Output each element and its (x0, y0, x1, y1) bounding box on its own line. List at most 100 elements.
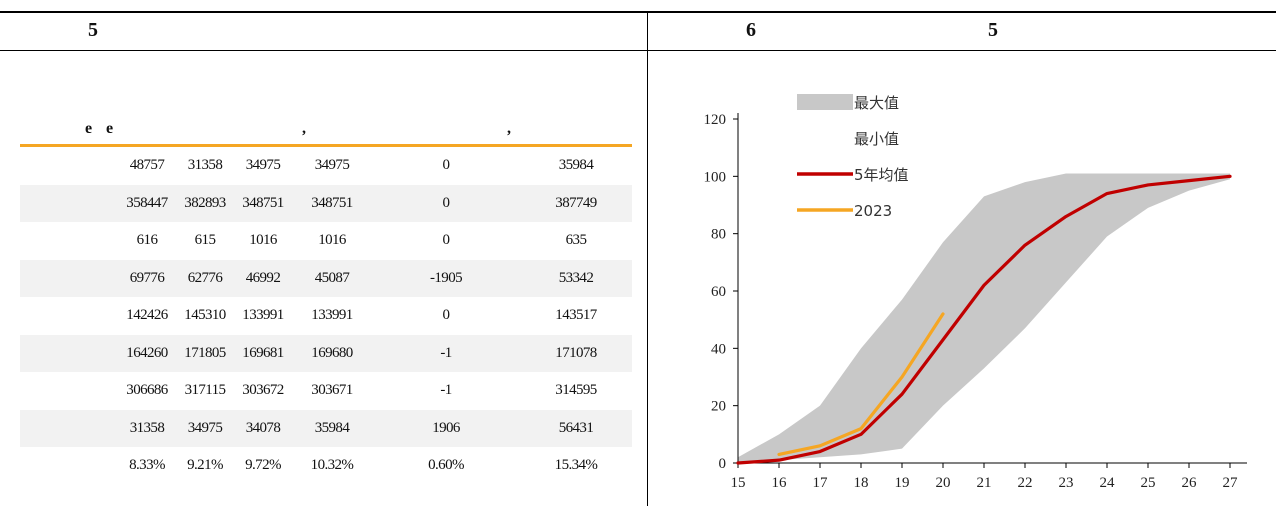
table-cell: 62776 (176, 259, 234, 297)
x-tick-label: 20 (936, 475, 951, 491)
chart: 0 20 40 60 80 100 120 15 16 17 18 19 20 21 22 23 24 25 26 2… (704, 94, 1247, 491)
table-cell: 348751 (234, 184, 292, 222)
table-header-rule (20, 144, 632, 147)
table-header-row: e e , , (20, 110, 632, 147)
table-cell: 169681 (234, 334, 292, 372)
table-cell: 306686 (126, 382, 168, 399)
table-cell: 143517 (555, 307, 597, 324)
x-tick-label: 17 (813, 475, 829, 491)
table-cell: 348751 (292, 184, 372, 222)
data-table: 48757 31358 34975 34975 0 35984 358447 382893 34… (20, 147, 632, 485)
table-cell: 53342 (520, 259, 632, 297)
table-cell: 48757 (129, 157, 165, 174)
table-cell: 9.72% (245, 457, 281, 474)
row-label-cell (20, 297, 118, 335)
y-tick-label: 40 (711, 341, 726, 357)
table-cell: 358447 (118, 184, 176, 222)
x-tick-label: 25 (1141, 475, 1156, 491)
table-cell: 0 (442, 307, 451, 324)
x-tick-label: 23 (1059, 475, 1074, 491)
table-cell: 615 (194, 232, 216, 249)
table-cell: 34975 (176, 409, 234, 447)
legend-swatch-min (797, 130, 853, 146)
table-cell: 382893 (176, 184, 234, 222)
x-tick-label: 19 (895, 475, 910, 491)
table-cell: 171805 (176, 334, 234, 372)
table-cell: 314595 (555, 382, 597, 399)
table-row: 31358 34975 34078 35984 1906 56431 (20, 409, 632, 447)
series-line-2023 (777, 312, 945, 456)
table-row: 69776 62776 46992 45087 -1905 53342 (20, 259, 632, 297)
table-cell: 133991 (242, 307, 284, 324)
table-cell: 171078 (520, 334, 632, 372)
right-panel-figure-number: 6 (746, 19, 756, 41)
row-label-cell (20, 409, 118, 447)
table-header-fragment: e (106, 120, 114, 137)
table-row: 48757 31358 34975 34975 0 35984 (20, 147, 632, 185)
row-label-cell (20, 334, 118, 372)
table-cell: 616 (136, 232, 158, 249)
x-tick-label: 16 (772, 475, 788, 491)
table-cell: 45087 (292, 259, 372, 297)
table-cell: 8.33% (129, 457, 165, 474)
table-cell: 31358 (187, 157, 223, 174)
table-cell: 387749 (520, 184, 632, 222)
x-tick-label: 26 (1182, 475, 1198, 491)
top-rule (0, 11, 1276, 13)
table-cell: 56431 (520, 409, 632, 447)
right-panel-title: 5 (988, 19, 998, 41)
table-cell: -1 (440, 382, 452, 399)
table-cell: 164260 (118, 334, 176, 372)
table-cell: -1905 (372, 259, 520, 297)
x-tick-label: 27 (1223, 475, 1239, 491)
table-header-fragment: , (507, 120, 511, 137)
y-tick-label: 0 (719, 456, 727, 472)
table-cell: 145310 (184, 307, 226, 324)
row-label-cell (20, 222, 118, 260)
table-cell: 34078 (234, 409, 292, 447)
table-cell: 142426 (126, 307, 168, 324)
y-tick-label: 80 (711, 227, 726, 243)
table-cell: 0 (372, 184, 520, 222)
table-cell: 1016 (249, 232, 277, 249)
x-tick-label: 24 (1100, 475, 1116, 491)
x-tick-label: 18 (854, 475, 869, 491)
table-cell: 69776 (118, 259, 176, 297)
legend-label: 最大值 (854, 94, 899, 112)
table-cell: 34975 (245, 157, 281, 174)
table-cell: 35984 (558, 157, 594, 174)
table-cell: 31358 (118, 409, 176, 447)
table-cell: 317115 (184, 382, 226, 399)
table-cell: 35984 (292, 409, 372, 447)
table-cell: -1 (372, 334, 520, 372)
legend-swatch-max (797, 94, 853, 110)
table-cell: 303671 (311, 382, 353, 399)
header-rule (0, 50, 1276, 51)
table-cell: 46992 (234, 259, 292, 297)
legend-label: 最小值 (854, 130, 899, 148)
series-line-5yr-avg (736, 174, 1232, 465)
y-tick-label: 60 (711, 284, 726, 300)
table-cell: 1016 (318, 232, 346, 249)
table-cell: 303672 (242, 382, 284, 399)
table-row: 306686 317115 303672 303671 -1 314595 (20, 372, 632, 410)
table-cell: 0 (442, 232, 451, 249)
table-row: 358447 382893 348751 348751 0 387749 (20, 184, 632, 222)
min-band-area (738, 179, 1230, 463)
table-cell: 169680 (292, 334, 372, 372)
row-label-cell (20, 184, 118, 222)
table-row: 164260 171805 169681 169680 -1 171078 (20, 334, 632, 372)
legend-label: 2023 (854, 202, 892, 220)
table-cell: 0.60% (428, 457, 464, 474)
table-cell: 635 (565, 232, 587, 249)
table-row: 8.33% 9.21% 9.72% 10.32% 0.60% 15.34% (20, 447, 632, 485)
row-label-cell (20, 147, 118, 185)
y-tick-label: 100 (704, 169, 727, 185)
data-table-panel: e e , , 48757 31358 34975 34975 0 35984 358447… (20, 110, 632, 485)
x-tick-label: 15 (731, 475, 746, 491)
legend-label: 5年均值 (854, 166, 909, 184)
row-label-cell (20, 447, 118, 485)
table-cell: 9.21% (187, 457, 223, 474)
row-label-cell (20, 372, 118, 410)
table-cell: 34975 (314, 157, 350, 174)
